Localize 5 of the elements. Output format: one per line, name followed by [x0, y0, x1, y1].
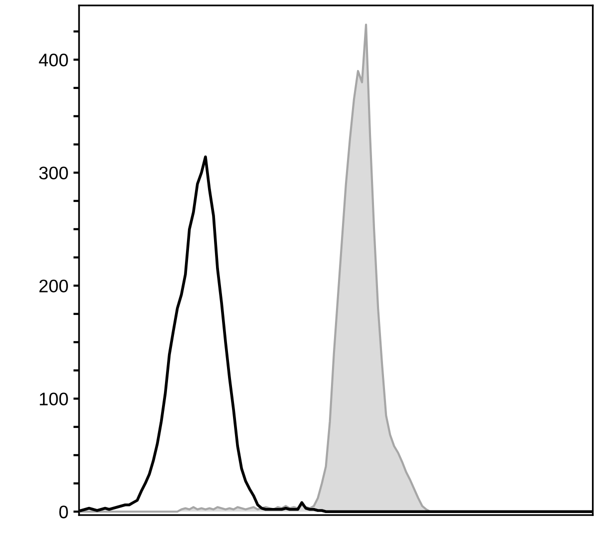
y-tick-label: 400: [38, 54, 68, 66]
y-tick-label: 100: [40, 392, 68, 406]
y-tick-label: 300: [39, 166, 68, 180]
y-tick-label: 0: [59, 506, 68, 518]
y-tick-label: 200: [39, 280, 68, 292]
